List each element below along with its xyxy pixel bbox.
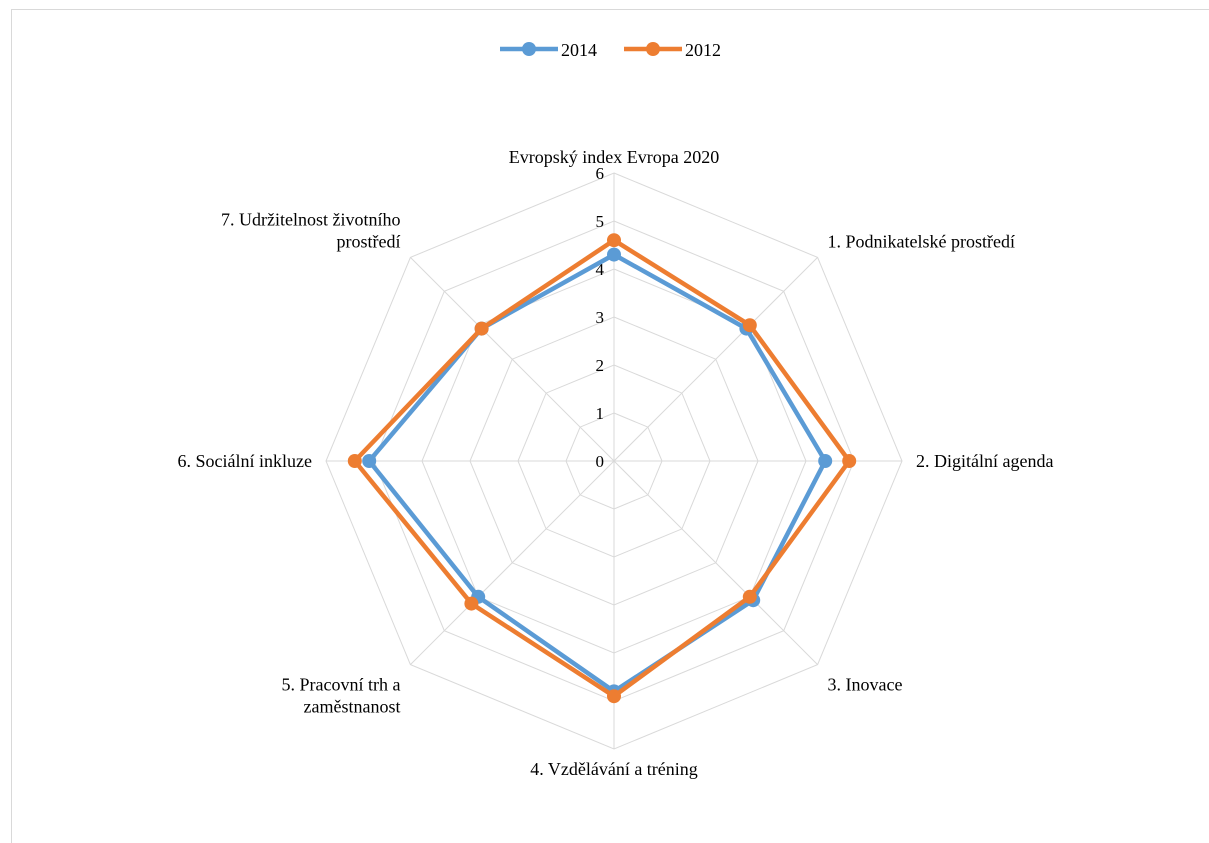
tick-label: 3 <box>596 308 605 327</box>
data-point <box>842 454 857 468</box>
tick-label: 6 <box>596 164 605 183</box>
category-label-line: 3. Inovace <box>828 675 903 695</box>
tick-label: 1 <box>596 404 605 423</box>
tick-label: 5 <box>596 212 605 231</box>
data-point <box>347 454 362 468</box>
grid-spoke <box>410 257 615 462</box>
legend-item-2014: 2014 <box>500 40 597 60</box>
data-point <box>607 247 621 262</box>
data-point <box>362 454 377 468</box>
grid-spoke <box>613 460 818 665</box>
legend-label: 2012 <box>685 40 721 60</box>
legend-swatch-marker <box>522 42 536 56</box>
category-label-line: 7. Udržitelnost životního <box>221 209 400 229</box>
grid-spoke <box>410 460 615 665</box>
chart-frame <box>11 9 1209 843</box>
category-label-line: zaměstnanost <box>304 697 401 717</box>
category-label-line: 1. Podnikatelské prostředí <box>828 231 1015 251</box>
legend-swatch-marker <box>646 42 660 56</box>
category-label: 2. Digitální agenda <box>916 451 1053 471</box>
category-label: 1. Podnikatelské prostředí <box>828 231 1015 251</box>
data-point <box>607 233 621 248</box>
data-point <box>607 689 621 704</box>
legend-label: 2014 <box>561 40 597 60</box>
tick-label: 0 <box>596 452 605 471</box>
category-label-line: 5. Pracovní trh a <box>282 675 401 695</box>
data-point <box>742 318 757 333</box>
category-label: 5. Pracovní trh a zaměstnanost <box>282 675 401 717</box>
category-label: 4. Vzdělávání a tréning <box>530 759 698 779</box>
category-labels: Evropský index Evropa 2020 1. Podnikatels… <box>178 147 1054 779</box>
category-label-line: prostředí <box>337 231 401 251</box>
tick-label: 2 <box>596 356 605 375</box>
category-label-line: Evropský index Evropa 2020 <box>509 147 719 167</box>
category-label-line: 6. Sociální inkluze <box>178 451 312 471</box>
grid-spoke <box>613 257 818 462</box>
data-point <box>818 454 833 468</box>
category-label: Evropský index Evropa 2020 <box>509 147 719 167</box>
tick-label: 4 <box>596 260 605 279</box>
category-label-line: 4. Vzdělávání a tréning <box>530 759 698 779</box>
radar-series <box>347 233 857 704</box>
category-label: 3. Inovace <box>828 675 903 695</box>
legend-item-2012: 2012 <box>624 40 721 60</box>
series-2012 <box>347 233 857 704</box>
data-point <box>464 596 479 611</box>
category-label-line: 2. Digitální agenda <box>916 451 1053 471</box>
legend: 2014 2012 <box>500 40 721 60</box>
data-point <box>474 321 489 336</box>
data-point <box>742 589 757 604</box>
category-label: 7. Udržitelnost životního prostředí <box>221 209 400 251</box>
category-label: 6. Sociální inkluze <box>178 451 312 471</box>
radial-tick-labels: 0 1 2 3 4 5 6 <box>596 164 605 471</box>
